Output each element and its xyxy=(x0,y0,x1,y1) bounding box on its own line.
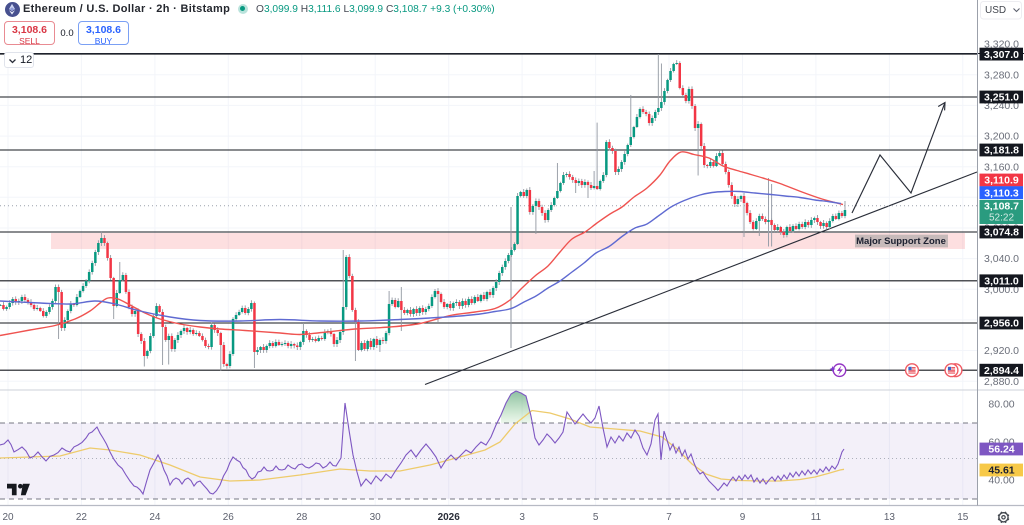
svg-text:11: 11 xyxy=(811,512,822,523)
svg-text:3,251.0: 3,251.0 xyxy=(984,92,1019,104)
svg-text:56.24: 56.24 xyxy=(988,444,1014,456)
svg-text:3,307.0: 3,307.0 xyxy=(984,49,1019,61)
svg-text:26: 26 xyxy=(223,512,235,523)
svg-text:45.61: 45.61 xyxy=(988,465,1014,477)
svg-text:9: 9 xyxy=(740,512,746,523)
svg-text:3,160.0: 3,160.0 xyxy=(984,161,1019,173)
svg-text:5: 5 xyxy=(593,512,599,523)
svg-text:2026: 2026 xyxy=(438,512,461,523)
svg-text:22: 22 xyxy=(76,512,88,523)
svg-text:3,110.3: 3,110.3 xyxy=(984,187,1019,199)
svg-text:15: 15 xyxy=(957,512,969,523)
svg-text:24: 24 xyxy=(149,512,161,523)
svg-text:3,108.7: 3,108.7 xyxy=(984,201,1019,213)
svg-text:2,894.4: 2,894.4 xyxy=(984,365,1019,377)
svg-text:3,074.8: 3,074.8 xyxy=(984,227,1019,239)
svg-text:52:22: 52:22 xyxy=(989,213,1014,224)
svg-text:28: 28 xyxy=(296,512,308,523)
svg-text:30: 30 xyxy=(370,512,382,523)
svg-text:3,110.9: 3,110.9 xyxy=(984,175,1019,187)
svg-text:Major Support Zone: Major Support Zone xyxy=(856,236,946,247)
svg-text:80.00: 80.00 xyxy=(988,399,1014,411)
svg-text:USD: USD xyxy=(985,5,1006,16)
svg-text:3,011.0: 3,011.0 xyxy=(984,276,1019,288)
svg-text:3,200.0: 3,200.0 xyxy=(984,131,1019,143)
svg-text:3: 3 xyxy=(519,512,525,523)
svg-text:2,956.0: 2,956.0 xyxy=(984,318,1019,330)
svg-text:13: 13 xyxy=(884,512,896,523)
svg-text:2,880.0: 2,880.0 xyxy=(984,376,1019,388)
svg-text:2,920.0: 2,920.0 xyxy=(984,345,1019,357)
svg-text:3,181.8: 3,181.8 xyxy=(984,145,1019,157)
svg-text:20: 20 xyxy=(2,512,14,523)
svg-text:3,040.0: 3,040.0 xyxy=(984,253,1019,265)
svg-text:7: 7 xyxy=(666,512,672,523)
svg-text:3,280.0: 3,280.0 xyxy=(984,69,1019,81)
svg-text:40.00: 40.00 xyxy=(988,475,1014,487)
